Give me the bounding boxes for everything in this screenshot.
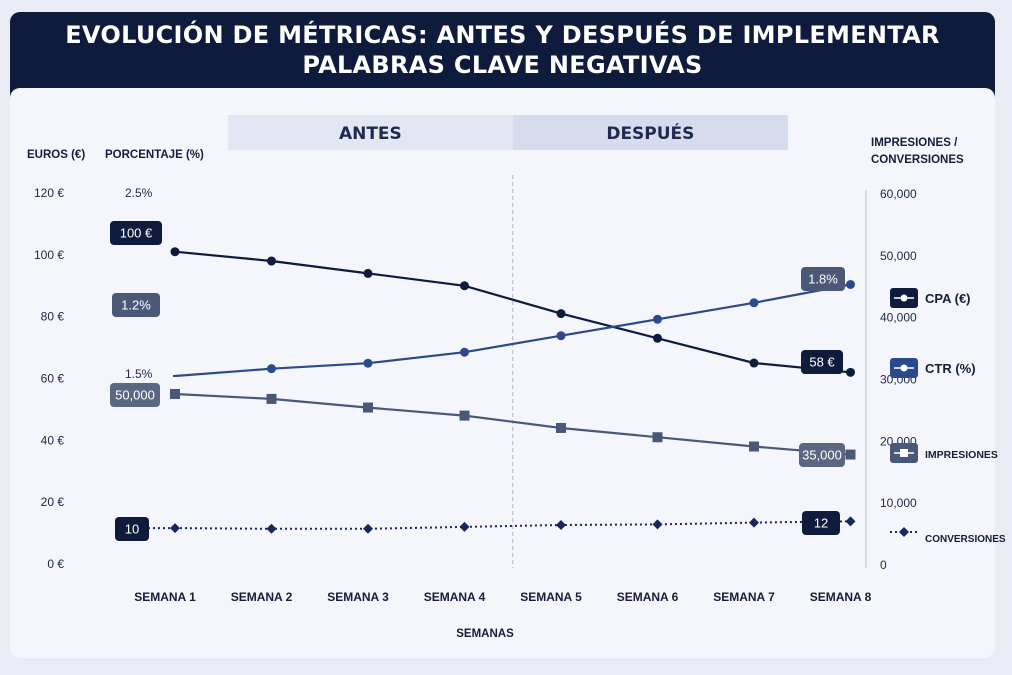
right-tick-label: 0 [880,558,887,572]
data-point-impresiones [749,441,759,452]
left-tick-label: 120 € [34,186,64,200]
data-point-cpa [363,268,373,278]
data-point-conversiones [749,517,759,528]
left-tick-label: 80 € [41,310,65,324]
x-tick-label: SEMANA 2 [231,590,293,604]
data-point-impresiones [363,402,373,413]
data-point-cpa [846,367,855,377]
phase-header-despues [512,115,788,150]
data-point-impresiones [556,422,566,433]
legend-ctr-label: CTR (%) [925,361,976,376]
data-point-ctr [363,358,373,368]
legend-ctr-marker [900,364,908,372]
value-label-conversiones: 12 [814,516,828,531]
data-point-cpa [460,281,469,291]
chart-title: EVOLUCIÓN DE MÉTRICAS: ANTES Y DESPUÉS D… [65,21,940,79]
legend-conversiones-label: CONVERSIONES [925,534,1006,545]
data-point-impresiones [170,388,180,399]
left-tick-label: 100 € [34,248,64,262]
legend-impresiones-label: IMPRESIONES [925,449,998,461]
left-tick-label: 40 € [41,433,65,447]
data-point-ctr [846,280,855,289]
series-line-ctr [174,283,851,378]
right-tick-label: 40,000 [880,311,917,325]
left-tick-label: 0 € [47,557,64,571]
legend-cpa-label: CPA (€) [925,291,971,306]
x-tick-label: SEMANA 5 [520,590,582,604]
data-point-conversiones [845,516,856,527]
data-point-cpa [170,247,180,257]
value-label-ctr: 1.2% [121,298,151,313]
value-label-cpa: 58 € [809,355,835,370]
data-point-ctr [556,331,566,341]
data-point-conversiones [266,523,277,534]
value-label-box-cpa [110,221,162,245]
phase-label-antes: ANTES [339,124,402,144]
data-point-ctr [267,364,276,374]
data-point-conversiones [170,523,180,534]
data-point-conversiones [363,523,373,534]
percent-tick-label: 1.5% [125,367,153,381]
data-point-conversiones [556,520,566,531]
legend-conversiones-marker [899,527,909,537]
data-point-impresiones [845,449,856,460]
phase-header-antes [228,115,513,150]
left-tick-label: 60 € [41,372,65,386]
left-tick-label: 20 € [41,495,65,509]
x-axis-title: SEMANAS [456,628,514,640]
right-axis-title-line1: IMPRESIONES / [871,137,958,149]
x-tick-label: SEMANA 6 [617,590,679,604]
right-axis-title-line2: CONVERSIONES [871,154,964,166]
value-label-box-ctr [801,267,845,291]
value-label-box-impresiones [799,443,845,467]
percent-tick-label: 2.5% [125,186,153,200]
legend-cpa-marker [900,294,908,302]
legend-impresiones-marker [900,449,908,457]
data-point-ctr [460,347,469,357]
data-point-cpa [556,309,566,319]
value-label-box-impresiones [110,383,160,407]
data-point-conversiones [459,521,470,532]
data-point-cpa [653,333,662,343]
x-tick-label: SEMANA 8 [810,590,872,604]
data-point-impresiones [459,410,470,421]
x-tick-label: SEMANA 1 [134,590,196,604]
data-point-cpa [267,256,276,266]
x-tick-label: SEMANA 7 [713,590,775,604]
value-label-cpa: 100 € [120,226,153,241]
phase-label-despues: DESPUÉS [606,122,694,144]
percent-axis-title: PORCENTAJE (%) [105,149,204,161]
value-label-conversiones: 10 [125,522,139,537]
data-point-cpa [749,358,759,368]
value-label-box-conversiones [802,511,840,535]
x-tick-label: SEMANA 3 [327,590,389,604]
value-label-box-ctr [112,293,160,317]
data-point-ctr [749,298,759,308]
value-label-impresiones: 50,000 [115,388,155,403]
right-tick-label: 50,000 [880,249,917,263]
value-label-box-cpa [801,350,843,374]
data-point-ctr [653,314,662,324]
series-line-cpa [174,250,851,374]
value-label-ctr: 1.8% [808,272,838,287]
data-point-conversiones [652,519,663,530]
data-point-impresiones [652,432,663,443]
series-line-impresiones [174,392,851,456]
right-tick-label: 10,000 [880,496,917,510]
data-point-impresiones [266,393,277,404]
value-label-impresiones: 35,000 [802,448,842,463]
right-tick-label: 60,000 [880,187,917,201]
value-label-box-conversiones [115,517,149,541]
left-axis-title: EUROS (€) [27,149,85,161]
x-tick-label: SEMANA 4 [424,590,486,604]
